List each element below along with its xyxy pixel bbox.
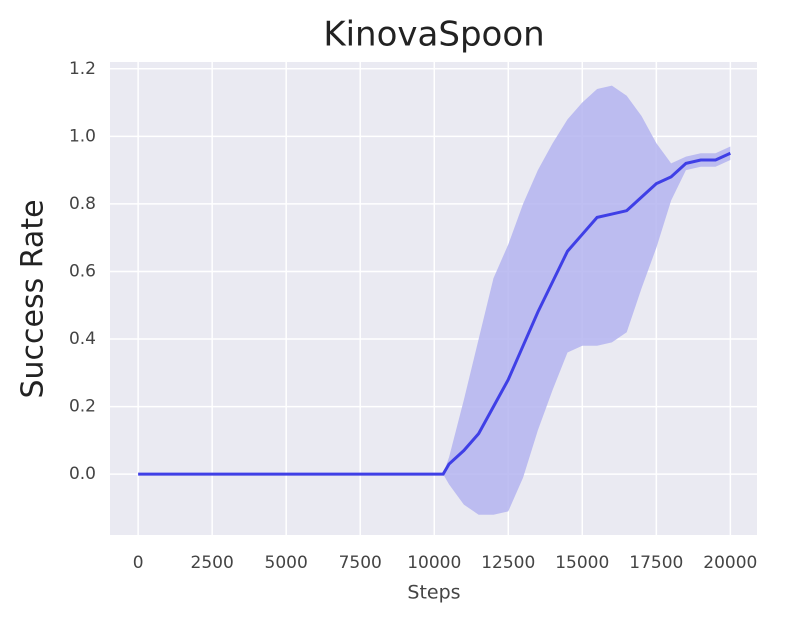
x-tick-label: 15000	[555, 553, 609, 573]
chart-title: KinovaSpoon	[323, 15, 544, 55]
y-tick-label: 0.4	[69, 329, 96, 349]
x-axis-label: Steps	[407, 582, 460, 604]
x-tick-label: 7500	[339, 553, 382, 573]
x-tick-label: 12500	[481, 553, 535, 573]
y-tick-label: 1.2	[69, 59, 96, 79]
confidence-band	[138, 85, 731, 515]
y-tick-label: 0.0	[69, 464, 96, 484]
x-tick-label: 0	[133, 553, 144, 573]
line	[138, 151, 731, 476]
y-tick-label: 0.2	[69, 397, 96, 417]
x-tick-label: 5000	[265, 553, 308, 573]
y-axis-label: Success Rate	[16, 199, 51, 398]
y-tick-label: 1.0	[69, 126, 96, 146]
y-tick-label: 0.8	[69, 194, 96, 214]
x-tick-label: 20000	[703, 553, 757, 573]
x-tick-label: 10000	[407, 553, 461, 573]
y-tick-label: 0.6	[69, 261, 96, 281]
x-tick-label: 2500	[191, 553, 234, 573]
x-tick-label: 17500	[629, 553, 683, 573]
